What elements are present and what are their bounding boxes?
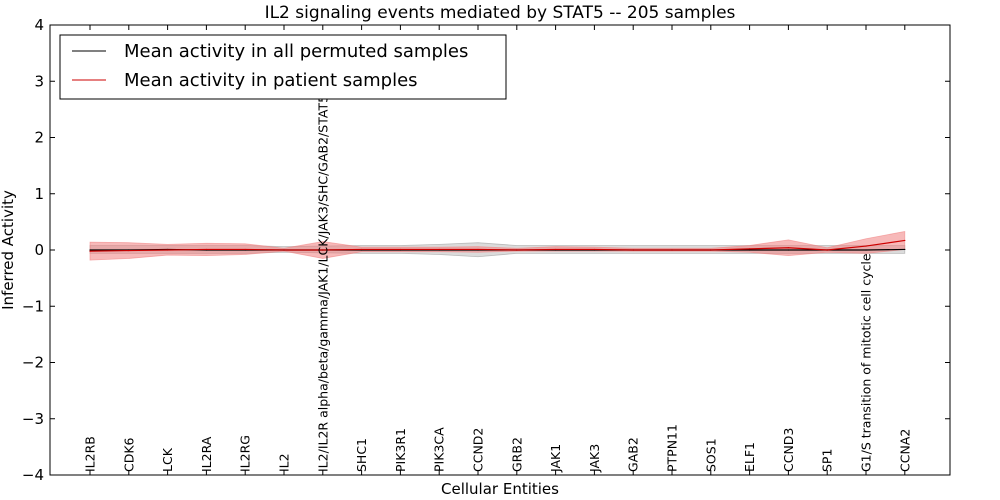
x-category-label: IL2/IL2R alpha/beta/gamma/JAK1/LCK/JAK3/…	[315, 95, 330, 472]
x-axis-label: Cellular Entities	[441, 480, 559, 498]
series-lines	[89, 239, 906, 252]
y-tick-label: 3	[34, 72, 44, 90]
x-category-label: GAB2	[626, 437, 641, 472]
legend-label-permuted: Mean activity in all permuted samples	[124, 41, 468, 62]
x-category-label: SP1	[820, 449, 835, 472]
y-tick-label: 2	[34, 129, 44, 147]
x-category-label: G1/S transition of mitotic cell cycle	[859, 253, 874, 472]
x-category-label: CDK6	[121, 437, 136, 472]
point-series-1-2	[167, 249, 169, 251]
point-series-1-12	[555, 248, 557, 251]
point-series-1-9	[438, 248, 440, 251]
x-category-label: JAK1	[548, 444, 563, 473]
y-tick-label: 0	[34, 241, 44, 259]
x-category-label: IL2	[277, 453, 292, 472]
point-series-1-3	[205, 248, 207, 251]
y-axis-label: Inferred Activity	[0, 190, 17, 310]
point-series-1-15	[671, 249, 673, 251]
x-category-label: LCK	[160, 447, 175, 472]
point-series-1-7	[361, 248, 363, 251]
legend-label-patient: Mean activity in patient samples	[124, 70, 418, 91]
point-series-1-6	[322, 249, 324, 251]
point-series-1-1	[128, 249, 130, 252]
point-series-0-0	[89, 249, 91, 251]
x-category-label: JAK3	[587, 444, 602, 473]
x-category-label: SHC1	[354, 438, 369, 472]
point-series-1-14	[632, 249, 634, 251]
y-axis-ticks: 4 3 2 1 0 −1 −2 −3 −4	[22, 16, 950, 484]
x-category-label: CCND2	[471, 428, 486, 472]
point-series-1-10	[477, 248, 479, 251]
x-category-label: IL2RA	[199, 436, 214, 472]
point-series-1-5	[283, 249, 285, 251]
point-series-1-19	[826, 249, 828, 251]
x-category-label: GRB2	[509, 437, 524, 472]
point-series-1-16	[710, 249, 712, 251]
legend: Mean activity in all permuted samples Me…	[59, 34, 507, 100]
y-tick-label: −2	[22, 354, 44, 372]
chart-title: IL2 signaling events mediated by STAT5 -…	[265, 3, 736, 23]
x-category-label: PIK3R1	[393, 428, 408, 472]
confidence-bands	[89, 230, 906, 261]
x-category-label: SOS1	[703, 438, 718, 472]
point-series-1-17	[749, 248, 751, 250]
x-category-label: PTPN11	[665, 424, 680, 472]
point-series-1-0	[89, 250, 91, 252]
x-category-label: ELF1	[742, 442, 757, 472]
point-series-1-20	[865, 245, 867, 247]
x-category-label: CCND3	[781, 428, 796, 472]
point-series-0-21	[904, 248, 906, 251]
y-tick-label: −3	[22, 410, 44, 428]
point-series-1-21	[904, 239, 906, 242]
x-category-label: IL2RB	[83, 436, 98, 472]
point-series-0-18	[787, 249, 790, 251]
x-category-label: CCNA2	[897, 429, 912, 472]
y-tick-label: 1	[34, 185, 44, 203]
point-series-1-13	[593, 248, 596, 251]
y-tick-label: −4	[22, 466, 44, 484]
point-series-1-4	[244, 248, 246, 251]
line-series-1	[89, 239, 905, 252]
point-series-0-17	[749, 249, 751, 251]
y-tick-label: −1	[22, 297, 44, 315]
plot-frame	[49, 24, 951, 476]
y-tick-label: 4	[34, 16, 44, 34]
point-series-1-8	[399, 248, 401, 251]
x-axis-category-labels: IL2RB CDK6 LCK IL2RA IL2RG IL2 IL2/IL2R alpha/…	[83, 25, 912, 475]
point-series-1-18	[787, 247, 790, 249]
x-category-label: IL2RG	[238, 435, 253, 472]
point-series-0-20	[865, 249, 867, 251]
point-series-1-11	[516, 249, 518, 251]
legend-box	[59, 34, 507, 100]
x-category-label: PIK3CA	[432, 427, 447, 472]
